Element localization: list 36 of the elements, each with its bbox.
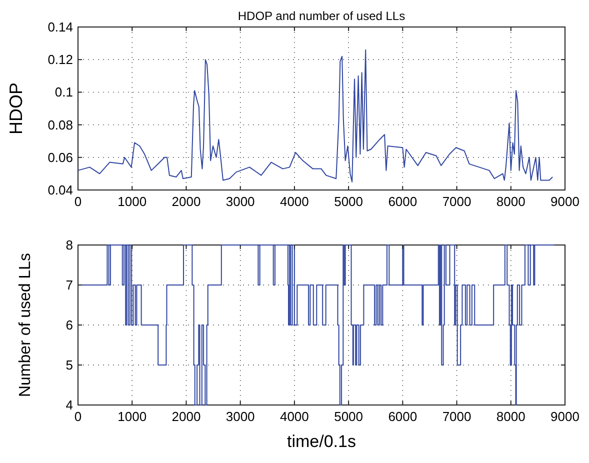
x-tick-label: 2000 [172, 409, 201, 424]
x-tick-label: 7000 [442, 194, 472, 209]
y-tick-label: 7 [66, 278, 73, 292]
y-axis-title: Number of used LLs [17, 252, 34, 398]
y-tick-label: 0.14 [48, 20, 73, 34]
x-tick-label: 9000 [550, 194, 580, 209]
x-tick-label: 8000 [496, 409, 526, 424]
x-tick-label: 3000 [226, 409, 255, 424]
x-tick-label: 6000 [388, 409, 418, 424]
y-tick-label: 0.06 [48, 150, 73, 165]
x-tick-label: 9000 [550, 409, 580, 424]
x-tick-label: 6000 [388, 194, 418, 209]
line-series [78, 49, 554, 182]
y-tick-label: 0.12 [48, 52, 73, 68]
chart-title: HDOP and number of used LLs [238, 9, 406, 23]
x-tick-label: 7000 [442, 409, 472, 424]
y-tick-label: 0.08 [48, 117, 73, 132]
x-tick-label: 2000 [172, 194, 201, 209]
x-tick-label: 1000 [118, 194, 147, 209]
x-tick-label: 1000 [118, 409, 147, 424]
y-axis-title: HDOP [6, 82, 26, 135]
y-tick-label: 6 [66, 318, 73, 332]
y-tick-label: 5 [66, 358, 73, 372]
x-axis-title: time/0.1s [287, 432, 356, 451]
x-tick-label: 4000 [280, 194, 309, 209]
y-tick-label: 4 [66, 398, 73, 412]
x-tick-label: 0 [74, 409, 82, 424]
x-tick-label: 3000 [226, 194, 255, 209]
y-tick-label: 0.1 [54, 84, 73, 100]
x-tick-label: 0 [74, 194, 82, 209]
y-tick-label: 8 [66, 238, 73, 252]
y-tick-label: 0.04 [48, 182, 73, 198]
x-tick-label: 5000 [334, 194, 364, 209]
x-tick-label: 4000 [280, 409, 309, 424]
x-tick-label: 8000 [496, 194, 526, 209]
x-tick-label: 5000 [334, 409, 364, 424]
